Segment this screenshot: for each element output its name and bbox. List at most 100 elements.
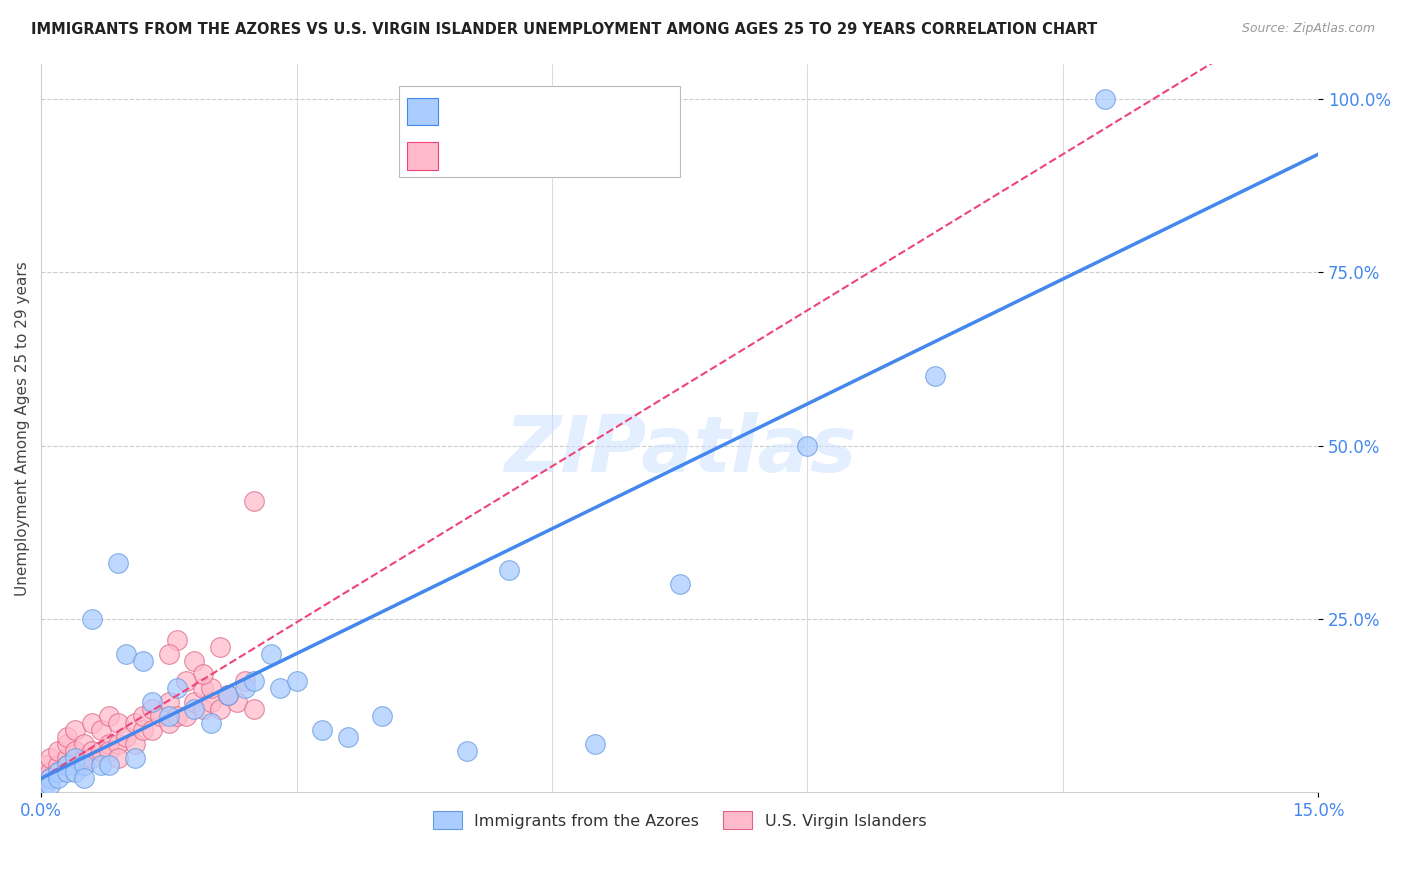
- Point: [124, 737, 146, 751]
- Point: [200, 681, 222, 696]
- Point: [115, 730, 138, 744]
- Point: [63, 757, 86, 772]
- Point: [208, 702, 231, 716]
- Point: [285, 674, 308, 689]
- Point: [34, 778, 56, 792]
- Point: [38, 750, 60, 764]
- Point: [157, 709, 180, 723]
- Point: [55, 737, 77, 751]
- Point: [336, 730, 359, 744]
- Point: [55, 757, 77, 772]
- Point: [191, 681, 214, 696]
- Point: [200, 715, 222, 730]
- Point: [141, 695, 163, 709]
- Point: [183, 702, 205, 716]
- Point: [157, 715, 180, 730]
- Point: [55, 757, 77, 772]
- Point: [200, 695, 222, 709]
- Point: [107, 715, 129, 730]
- Point: [370, 709, 392, 723]
- Point: [174, 709, 197, 723]
- Point: [46, 764, 69, 779]
- Point: [243, 494, 266, 508]
- Text: Source: ZipAtlas.com: Source: ZipAtlas.com: [1241, 22, 1375, 36]
- Point: [183, 654, 205, 668]
- Point: [55, 730, 77, 744]
- Point: [73, 772, 96, 786]
- Point: [46, 757, 69, 772]
- Point: [38, 772, 60, 786]
- Point: [235, 681, 257, 696]
- Point: [38, 778, 60, 792]
- Point: [217, 688, 239, 702]
- Point: [132, 654, 155, 668]
- Point: [55, 750, 77, 764]
- Point: [98, 737, 121, 751]
- Point: [796, 438, 818, 452]
- Point: [124, 715, 146, 730]
- Point: [46, 744, 69, 758]
- Point: [235, 674, 257, 689]
- Text: IMMIGRANTS FROM THE AZORES VS U.S. VIRGIN ISLANDER UNEMPLOYMENT AMONG AGES 25 TO: IMMIGRANTS FROM THE AZORES VS U.S. VIRGI…: [31, 22, 1097, 37]
- Point: [107, 737, 129, 751]
- Point: [73, 757, 96, 772]
- Point: [132, 723, 155, 737]
- Point: [73, 757, 96, 772]
- Point: [73, 737, 96, 751]
- Point: [31, 772, 53, 786]
- Point: [73, 750, 96, 764]
- Point: [98, 744, 121, 758]
- Point: [98, 709, 121, 723]
- Point: [46, 764, 69, 779]
- Point: [107, 557, 129, 571]
- Point: [226, 695, 249, 709]
- Point: [191, 702, 214, 716]
- Point: [63, 764, 86, 779]
- Point: [668, 577, 690, 591]
- Point: [260, 647, 283, 661]
- Point: [141, 723, 163, 737]
- Point: [191, 667, 214, 681]
- Legend: Immigrants from the Azores, U.S. Virgin Islanders: Immigrants from the Azores, U.S. Virgin …: [426, 805, 932, 835]
- Point: [149, 709, 172, 723]
- Point: [157, 695, 180, 709]
- Point: [217, 688, 239, 702]
- Point: [90, 757, 112, 772]
- Point: [115, 647, 138, 661]
- Point: [132, 709, 155, 723]
- Point: [269, 681, 291, 696]
- Point: [166, 632, 188, 647]
- Point: [583, 737, 606, 751]
- Point: [34, 757, 56, 772]
- Point: [90, 723, 112, 737]
- Point: [38, 772, 60, 786]
- Point: [98, 757, 121, 772]
- Point: [141, 702, 163, 716]
- Point: [456, 744, 478, 758]
- Point: [46, 772, 69, 786]
- Point: [63, 744, 86, 758]
- Point: [183, 695, 205, 709]
- Point: [63, 750, 86, 764]
- Point: [166, 681, 188, 696]
- Point: [217, 688, 239, 702]
- Point: [924, 369, 946, 384]
- Point: [243, 674, 266, 689]
- Point: [82, 744, 104, 758]
- Y-axis label: Unemployment Among Ages 25 to 29 years: Unemployment Among Ages 25 to 29 years: [15, 260, 30, 596]
- Point: [82, 612, 104, 626]
- Point: [63, 723, 86, 737]
- Point: [498, 563, 520, 577]
- Point: [311, 723, 333, 737]
- Point: [124, 750, 146, 764]
- Point: [107, 750, 129, 764]
- Point: [55, 764, 77, 779]
- Point: [82, 715, 104, 730]
- Point: [243, 702, 266, 716]
- Text: ZIPatlas: ZIPatlas: [503, 412, 856, 488]
- Point: [38, 764, 60, 779]
- Point: [82, 750, 104, 764]
- Point: [157, 647, 180, 661]
- Point: [208, 640, 231, 654]
- Point: [174, 674, 197, 689]
